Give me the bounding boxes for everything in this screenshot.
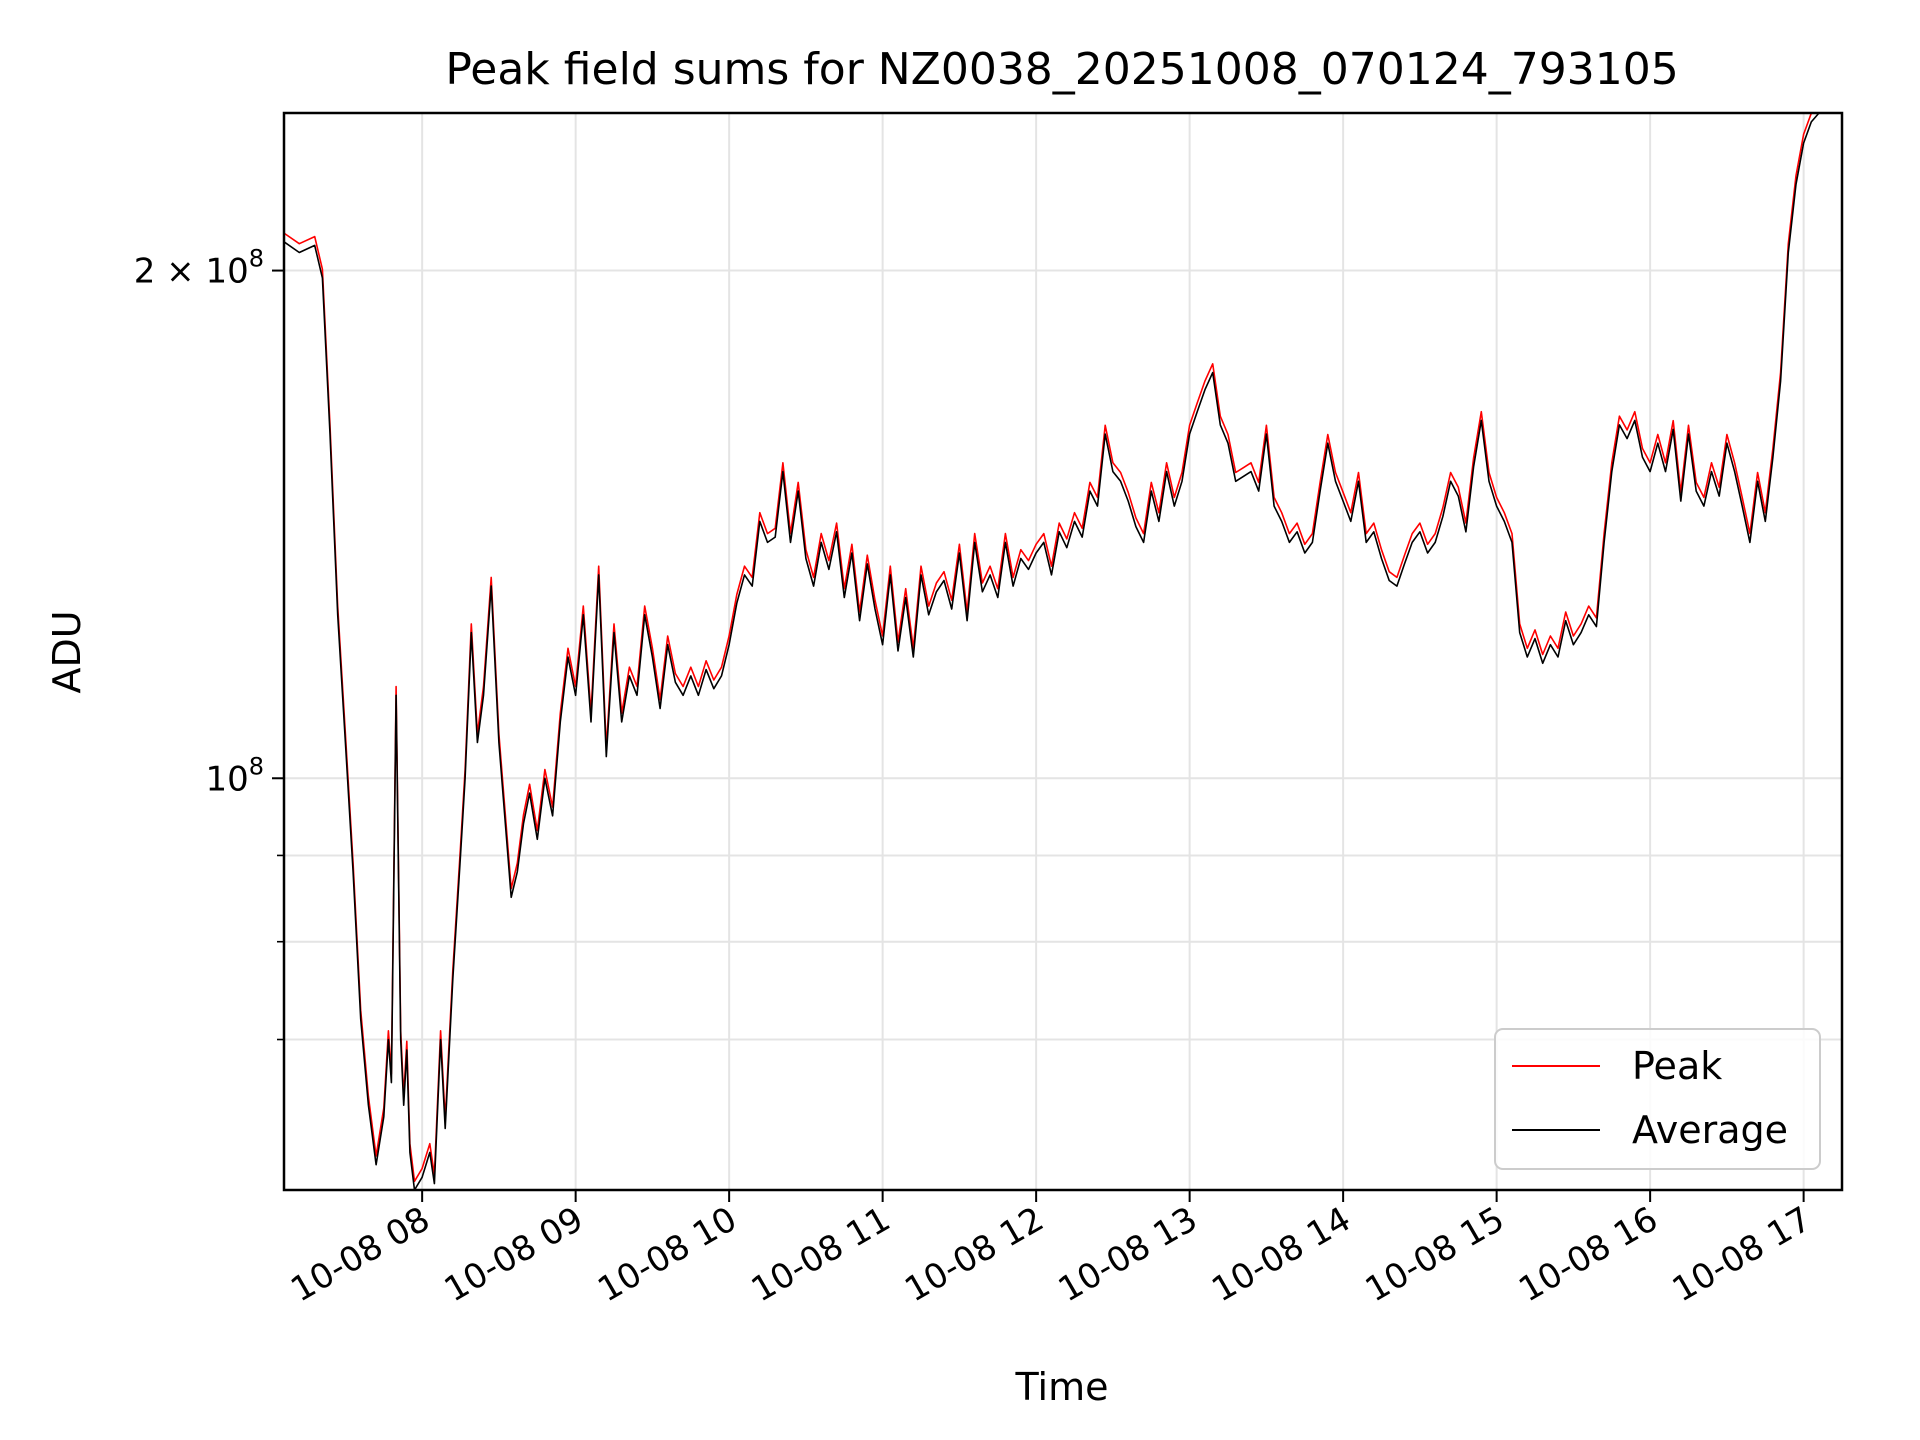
series-line-average: [283, 112, 1820, 1191]
legend-box: [1494, 1028, 1821, 1170]
grid-lines: [284, 113, 1842, 1190]
series-line-peak: [283, 112, 1820, 1183]
chart-title: Peak field sums for NZ0038_20251008_0701…: [445, 44, 1678, 95]
y-axis-label: ADU: [45, 610, 89, 693]
legend: Peak Average: [1494, 1028, 1821, 1170]
plot-frame: [282, 111, 1844, 1192]
legend-label-average: Average: [1632, 1108, 1788, 1152]
y-axis-ticks: 108 2 × 108: [134, 245, 284, 1041]
y-tick-label: 108: [205, 752, 264, 799]
series-layer: [283, 112, 1820, 1191]
y-tick-label: 2 × 108: [134, 245, 264, 292]
x-axis-label: Time: [1015, 1365, 1109, 1409]
legend-label-peak: Peak: [1632, 1044, 1722, 1088]
